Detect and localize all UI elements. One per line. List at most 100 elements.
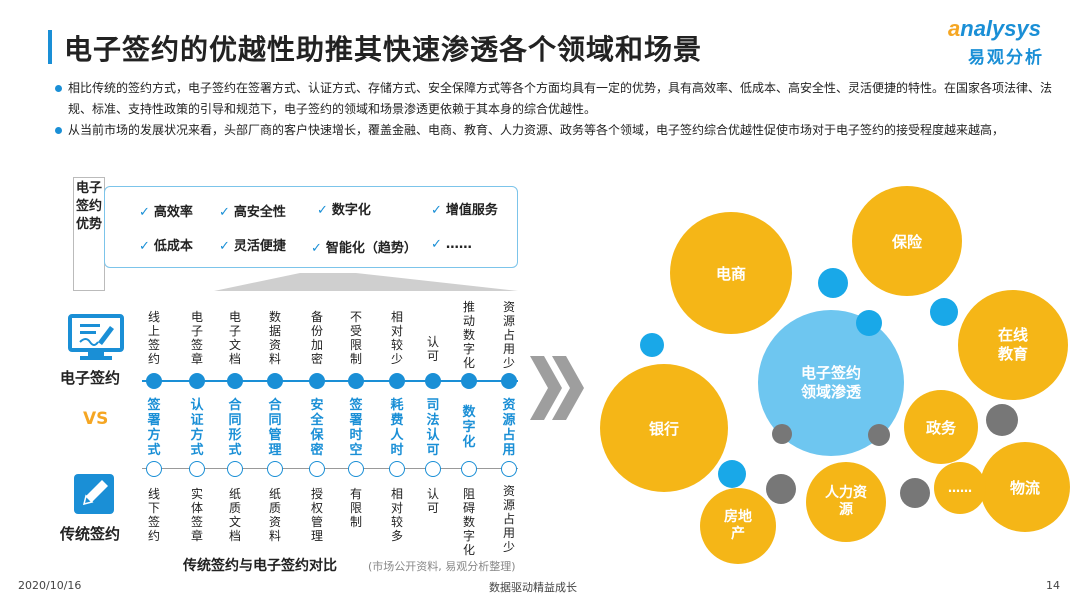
bubble-government: 政务 [904,390,978,464]
electronic-feature: 认可 [426,335,439,363]
check-icon: ✓ [139,205,150,220]
electronic-timeline [142,380,518,382]
footer-date: 2020/10/16 [18,579,82,592]
electronic-dot [146,373,162,389]
check-icon: ✓ [431,203,442,218]
traditional-feature: 认可 [426,487,439,515]
decor-circle [856,310,882,336]
electronic-feature: 数据资料 [268,310,281,366]
check-icon: ✓ [317,203,328,218]
computer-sign-icon [68,314,124,364]
electronic-feature: 线上签约 [147,310,160,366]
decor-circle [772,424,792,444]
advantage-item: ✓ 低成本 [139,239,193,254]
intro-bullets: 相比传统的签约方式，电子签约在签署方式、认证方式、存储方式、安全保障方式等各个方… [54,78,1064,141]
decor-circle [986,404,1018,436]
electronic-feature: 不受限制 [349,310,362,366]
analysys-logo: analysys 易观分析 [948,16,1058,68]
advantage-item: ✓ 智能化（趋势） [311,241,417,256]
comparison-aspect: 司法认可 [426,398,440,458]
electronic-dot [189,373,205,389]
chevron-right-icon [530,356,590,424]
page-title: 电子签约的优越性助推其快速渗透各个领域和场景 [64,33,703,66]
advantage-item: ✓ 灵活便捷 [219,239,286,254]
electronic-dot [309,373,325,389]
electronic-feature: 推动数字化 [462,300,475,370]
advantages-box: ✓ 高效率 ✓ 高安全性 ✓ 数字化 ✓ 增值服务 ✓ 低成本 ✓ 灵活便捷 ✓ 智能化（趋势… [104,186,518,268]
advantages-label: 电子签约优势 [73,177,105,291]
electronic-feature: 相对较少 [390,310,403,366]
traditional-feature: 实体签章 [190,487,203,543]
traditional-feature: 相对较多 [390,487,403,543]
comparison-aspect: 数字化 [462,405,476,450]
electronic-dot [425,373,441,389]
decor-circle [818,268,848,298]
traditional-dot [348,461,364,477]
advantage-item: ✓…… [431,237,472,252]
electronic-dot [267,373,283,389]
logo-english: analysys [948,16,1041,41]
traditional-sign-label: 传统签约 [60,525,121,543]
title-accent-bar [48,30,52,64]
traditional-dot [146,461,162,477]
traditional-dot [227,461,243,477]
electronic-dot [227,373,243,389]
bubble-insurance: 保险 [852,186,962,296]
comparison-caption: 传统签约与电子签约对比 [183,558,337,574]
check-icon: ✓ [219,239,230,254]
electronic-feature: 电子签章 [190,310,203,366]
comparison-source: (市场公开资料, 易观分析整理) [368,560,516,573]
advantage-item: ✓ 高效率 [139,205,193,220]
traditional-dot [425,461,441,477]
bubble-more: …… [934,462,986,514]
decor-circle [930,298,958,326]
bubble-bank: 银行 [600,364,728,492]
electronic-dot [461,373,477,389]
decor-circle [868,424,890,446]
vs-label: VS [83,409,109,429]
bubble-logistics: 物流 [980,442,1070,532]
electronic-feature: 电子文档 [228,310,241,366]
bubble-online-education: 在线教育 [958,290,1068,400]
traditional-feature: 有限制 [349,487,362,529]
comparison-aspect: 签署方式 [147,398,161,458]
bullet-1: 相比传统的签约方式，电子签约在签署方式、认证方式、存储方式、安全保障方式等各个方… [54,78,1064,120]
bullet-2: 从当前市场的发展状况来看，头部厂商的客户快速增长，覆盖金融、电商、教育、人力资源… [54,120,1064,141]
decor-circle [640,333,664,357]
traditional-feature: 线下签约 [147,487,160,543]
traditional-dot [389,461,405,477]
decor-circle [718,460,746,488]
traditional-dot [309,461,325,477]
comparison-aspect: 安全保密 [310,398,324,458]
check-icon: ✓ [139,239,150,254]
traditional-dot [461,461,477,477]
logo-chinese: 易观分析 [968,48,1044,68]
electronic-feature: 备份加密 [310,310,323,366]
electronic-dot [348,373,364,389]
traditional-dot [501,461,517,477]
traditional-feature: 阻碍数字化 [462,487,475,557]
comparison-aspect: 合同形式 [228,398,242,458]
check-icon: ✓ [311,241,322,256]
pen-document-icon [72,472,118,520]
traditional-timeline [142,468,518,469]
comparison-aspect: 资源占用 [502,398,516,458]
page-number: 14 [1046,579,1060,592]
traditional-feature: 纸质文档 [228,487,241,543]
electronic-dot [501,373,517,389]
traditional-feature: 资源占用少 [502,484,515,554]
advantage-item: ✓ 增值服务 [431,203,498,218]
traditional-dot [267,461,283,477]
traditional-feature: 纸质资料 [268,487,281,543]
traditional-dot [189,461,205,477]
advantage-item: ✓ 高安全性 [219,205,286,220]
comparison-aspect: 签署时空 [349,398,363,458]
electronic-sign-label: 电子签约 [60,369,121,387]
comparison-aspect: 耗费人时 [390,398,404,458]
comparison-aspect: 合同管理 [268,398,282,458]
decor-circle [766,474,796,504]
footer-slogan: 数据驱动精益成长 [489,581,577,594]
check-icon: ✓ [431,237,442,252]
bubble-ecommerce: 电商 [670,212,792,334]
advantage-item: ✓ 数字化 [317,203,371,218]
